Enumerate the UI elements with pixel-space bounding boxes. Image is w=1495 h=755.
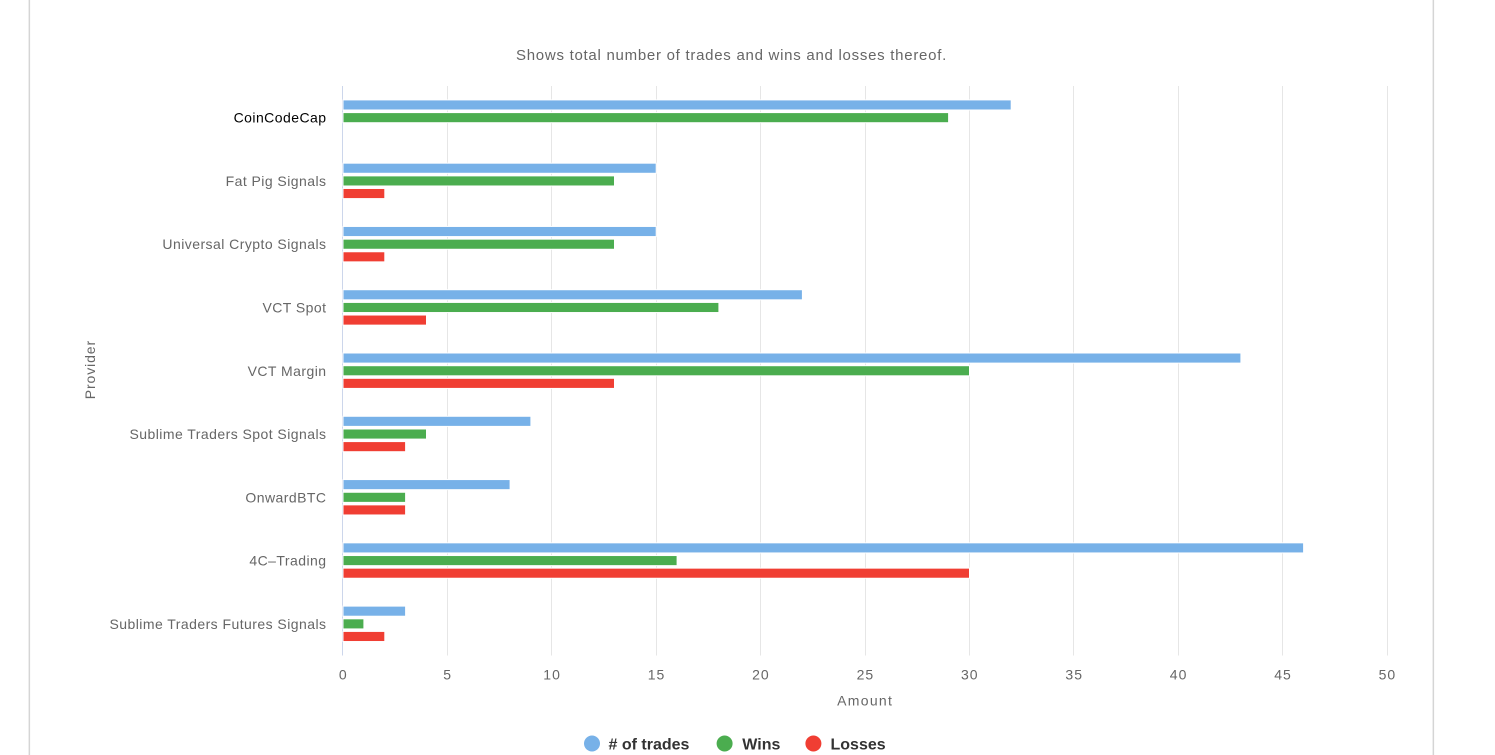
svg-text:45: 45 — [1274, 667, 1292, 683]
svg-text:5: 5 — [443, 667, 452, 683]
svg-text:0: 0 — [339, 667, 348, 683]
svg-text:20: 20 — [752, 667, 770, 683]
svg-text:Wins: Wins — [742, 737, 780, 754]
svg-text:Shows total number of trades a: Shows total number of trades and wins an… — [516, 47, 947, 64]
svg-text:OnwardBTC: OnwardBTC — [245, 489, 326, 505]
svg-text:4C–Trading: 4C–Trading — [249, 553, 326, 569]
svg-text:# of trades: # of trades — [609, 737, 690, 754]
svg-text:CoinCodeCap: CoinCodeCap — [234, 110, 327, 126]
svg-text:10: 10 — [543, 667, 561, 683]
svg-text:Provider: Provider — [82, 340, 98, 399]
svg-text:50: 50 — [1379, 667, 1397, 683]
svg-text:40: 40 — [1170, 667, 1188, 683]
svg-text:30: 30 — [961, 667, 979, 683]
svg-text:35: 35 — [1065, 667, 1083, 683]
svg-text:VCT Spot: VCT Spot — [262, 300, 326, 316]
svg-text:Fat Pig Signals: Fat Pig Signals — [226, 173, 327, 189]
svg-text:25: 25 — [857, 667, 875, 683]
svg-text:Amount: Amount — [837, 693, 893, 709]
svg-text:15: 15 — [648, 667, 666, 683]
svg-text:VCT Margin: VCT Margin — [248, 363, 327, 379]
svg-text:Sublime Traders Spot Signals: Sublime Traders Spot Signals — [129, 426, 326, 442]
svg-text:Sublime Traders Futures Signal: Sublime Traders Futures Signals — [109, 616, 326, 632]
svg-text:Universal Crypto Signals: Universal Crypto Signals — [162, 236, 326, 252]
svg-text:Losses: Losses — [831, 737, 886, 754]
